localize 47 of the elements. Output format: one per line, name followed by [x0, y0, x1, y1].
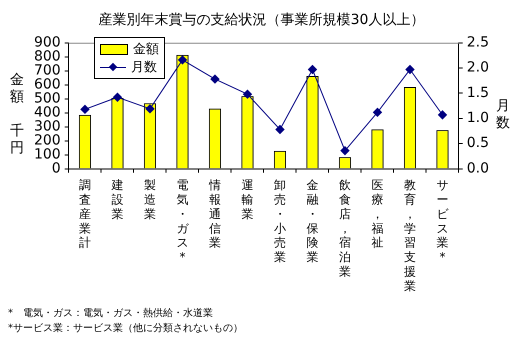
x-tick-label: 飲食店，宿泊業 [338, 178, 351, 279]
y-tick-label: 600 [34, 76, 61, 92]
y2-tick-label: 1.5 [466, 84, 489, 101]
point [275, 124, 284, 134]
x-tick-label: 教育，学習支援業 [404, 178, 416, 293]
point [242, 90, 252, 99]
y2-axis-title: 月数 [495, 98, 511, 132]
point [340, 146, 350, 156]
y2-tick-label: 2.0 [466, 60, 489, 76]
x-tick-label: 電気・ガス* [176, 178, 190, 264]
y-tick-label: 500 [34, 90, 61, 106]
text: * 電気・ガス：電気・ガス・熱供給・水道業 [8, 306, 214, 321]
point [210, 74, 220, 84]
x-tick-label: 金融・保険業 [306, 178, 318, 264]
y2-tick-label: 0.0 [466, 160, 489, 176]
y2-tick-label: 0.5 [466, 135, 489, 152]
text: 金額千円 [10, 72, 24, 156]
y-tick-label: 700 [34, 62, 61, 78]
x-tick-label: 製造業 [144, 178, 156, 221]
point [405, 65, 414, 74]
legend-label: 金額 [133, 41, 159, 58]
x-tick-label: 建設業 [110, 178, 124, 221]
y-tick-label: 400 [34, 104, 61, 120]
point [80, 104, 90, 114]
y-tick-label: 800 [34, 48, 61, 64]
y-tick-label: 0 [52, 160, 61, 176]
point [372, 108, 382, 117]
x-tick-label: 情報通信業 [208, 178, 221, 250]
point [178, 55, 187, 64]
point [308, 65, 317, 74]
y2-tick-label: 2.5 [466, 34, 489, 50]
point [112, 92, 122, 102]
y-tick-label: 200 [34, 132, 61, 148]
y-tick-label: 300 [34, 118, 61, 134]
point [145, 104, 154, 114]
x-tick-label: 運輸業 [241, 178, 254, 221]
y2-tick-label: 1.0 [466, 110, 489, 126]
y-tick-label: 900 [34, 34, 61, 50]
text: *サービス業：サービス業（他に分類されないもの） [8, 322, 243, 336]
legend-label: 月数 [131, 59, 157, 76]
x-tick-label: 医療，福祉 [371, 178, 384, 250]
point [438, 110, 447, 120]
y-tick-label: 100 [34, 146, 61, 162]
x-tick-label: 調査産業計 [78, 178, 91, 250]
x-tick-label: サービス業* [436, 178, 450, 264]
x-tick-label: 卸売・小売業 [274, 178, 286, 264]
chart-title: 産業別年末賞与の支給状況（事業所規模30人以上） [98, 12, 424, 28]
